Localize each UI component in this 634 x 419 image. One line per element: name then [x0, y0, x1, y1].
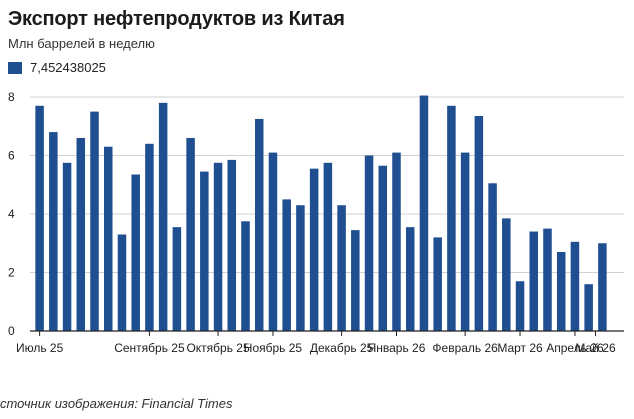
bar	[103, 146, 113, 331]
bar	[556, 252, 566, 331]
bar	[186, 137, 195, 331]
bar	[474, 116, 484, 331]
chart-title: Экспорт нефтепродуктов из Китая	[8, 8, 345, 30]
bar	[392, 152, 401, 331]
bar	[172, 227, 182, 331]
x-tick-label: Июль 25	[16, 341, 64, 355]
bar	[131, 174, 140, 331]
bar	[35, 105, 44, 331]
x-tick-label: Октябрь 25	[186, 341, 250, 355]
x-tick-label: Февраль 26	[432, 341, 498, 355]
y-tick-label: 6	[8, 149, 15, 163]
x-tick-label: Ноябрь 25	[244, 341, 303, 355]
legend-swatch	[8, 61, 22, 74]
legend: 7,452438025	[8, 60, 106, 75]
bar-chart: 0 2 4 6 8 Июль 25 Сентябрь 25 Октябрь 25Ноябрь …	[8, 90, 624, 355]
y-tick-label: 8	[8, 90, 15, 104]
bar	[419, 95, 429, 331]
legend-label: 7,452438025	[30, 60, 106, 75]
bar	[309, 168, 319, 331]
bar	[364, 155, 374, 331]
x-tick-label: Январь 26	[368, 341, 426, 355]
bar	[405, 227, 415, 331]
bar	[337, 205, 346, 331]
source-name: Financial Times	[141, 396, 233, 411]
bar	[49, 132, 58, 331]
bar	[117, 234, 127, 331]
bar	[268, 152, 278, 331]
bar	[378, 165, 388, 331]
bar	[515, 281, 525, 331]
bar	[213, 162, 223, 331]
x-tick-label: Май 26	[575, 341, 616, 355]
bar	[502, 218, 511, 331]
bar	[282, 199, 291, 332]
bar	[200, 171, 209, 331]
bar	[584, 284, 593, 331]
bar	[460, 152, 470, 331]
y-tick-label: 2	[8, 266, 15, 280]
bar	[433, 237, 442, 331]
bar	[570, 241, 580, 331]
chart-subtitle: Млн баррелей в неделю	[8, 36, 155, 51]
bar	[323, 162, 333, 331]
bar	[227, 159, 237, 331]
y-tick-label: 4	[8, 207, 15, 221]
bar	[145, 143, 154, 331]
x-tick-label: Декабрь 25	[310, 341, 374, 355]
bar	[488, 183, 497, 331]
source-prefix: сточник изображения:	[0, 396, 142, 411]
x-tick-label: Март 26	[497, 341, 543, 355]
y-tick-label: 0	[8, 324, 15, 338]
bar	[351, 230, 360, 331]
bar	[543, 228, 552, 332]
bar	[254, 118, 264, 331]
bar	[158, 102, 168, 331]
x-tick-label: Сентябрь 25	[114, 341, 185, 355]
bar	[598, 243, 607, 331]
bar	[447, 105, 456, 331]
bar	[241, 221, 250, 331]
bar	[76, 137, 86, 331]
x-tick-label: Апрель 26	[546, 341, 604, 355]
bar	[529, 231, 539, 331]
bar	[90, 111, 99, 332]
bar	[296, 205, 305, 331]
image-source: сточник изображения: Financial Times	[0, 396, 232, 411]
bar	[62, 162, 72, 331]
